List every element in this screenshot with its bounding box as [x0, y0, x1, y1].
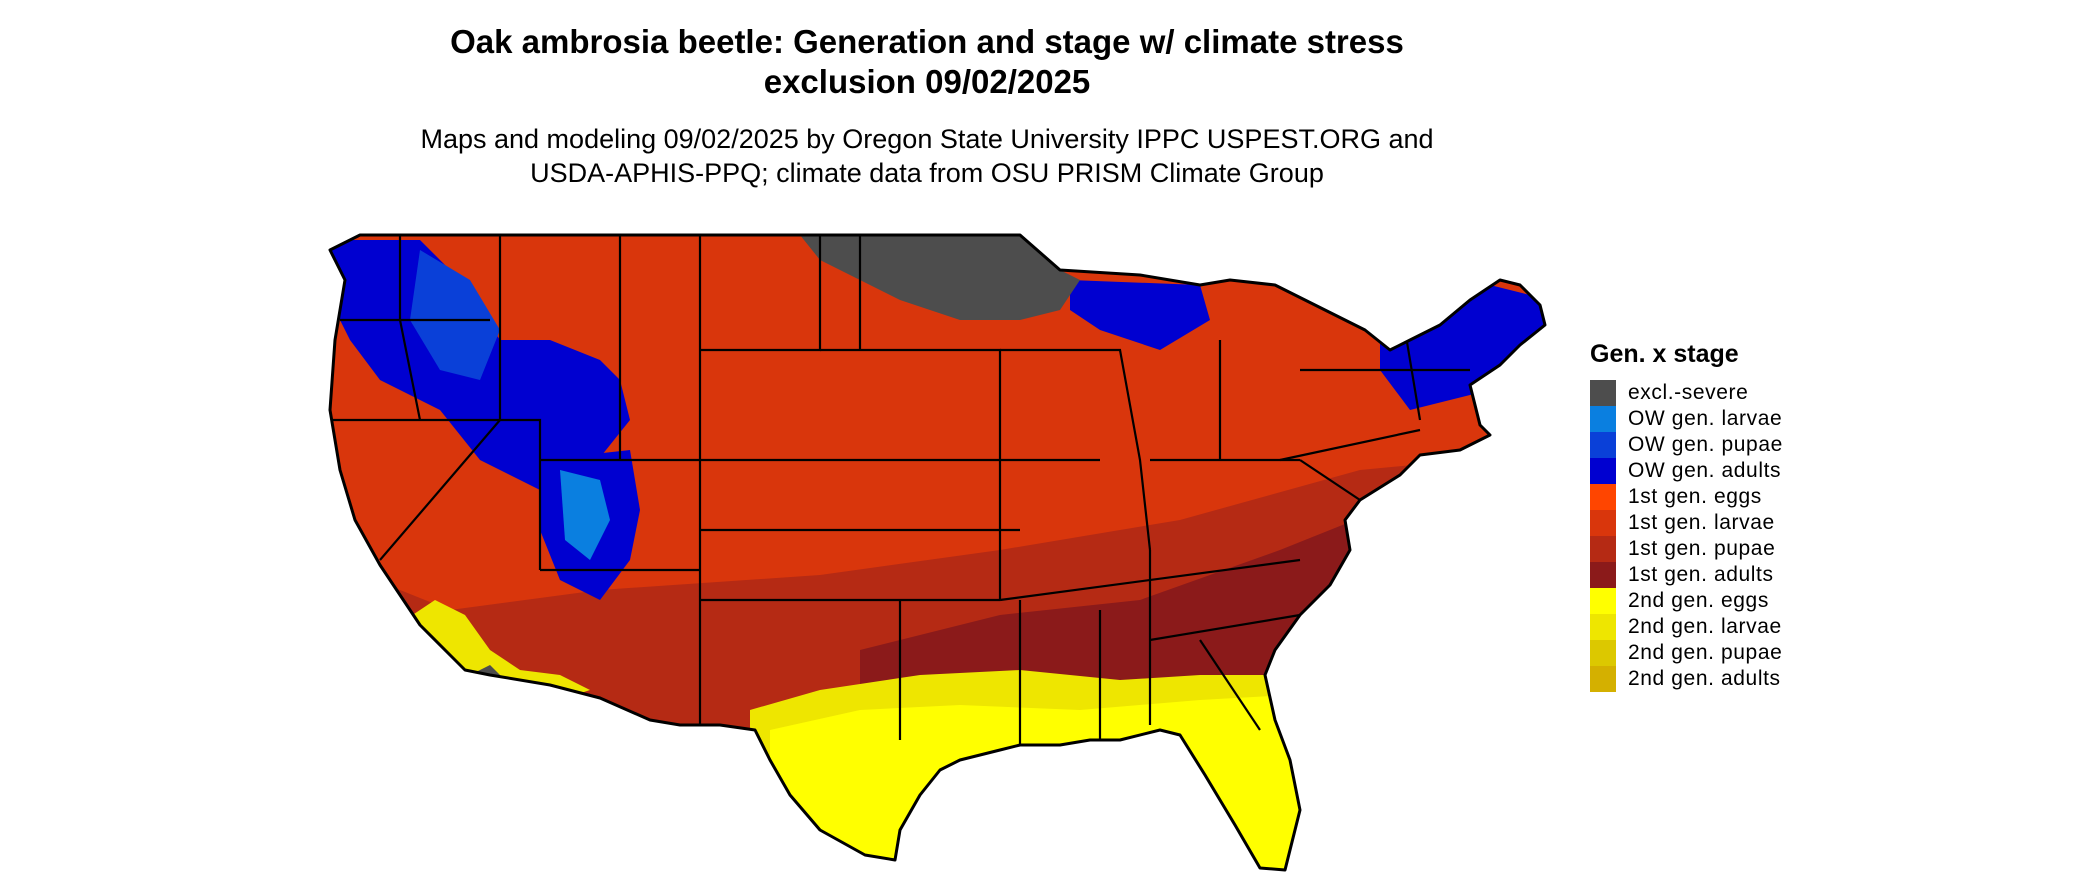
legend-swatch [1590, 588, 1616, 614]
subtitle-line-2: USDA-APHIS-PPQ; climate data from OSU PR… [530, 158, 1324, 188]
legend-swatch [1590, 510, 1616, 536]
us-outline [328, 233, 1547, 872]
zone-ow-adults-great-lakes [1070, 280, 1210, 350]
legend-label: 2nd gen. larvae [1628, 615, 1782, 638]
legend-swatch [1590, 380, 1616, 406]
legend-item: excl.-severe [1590, 380, 1783, 406]
legend-swatch [1590, 484, 1616, 510]
legend-swatch [1590, 406, 1616, 432]
legend-item: OW gen. pupae [1590, 432, 1783, 458]
legend-swatch [1590, 432, 1616, 458]
legend-label: 1st gen. pupae [1628, 537, 1776, 560]
zone-2nd-gen-eggs [770, 695, 1310, 870]
legend-swatch [1590, 666, 1616, 692]
legend-label: 2nd gen. pupae [1628, 641, 1783, 664]
legend-label: 2nd gen. eggs [1628, 589, 1769, 612]
zone-excl-severe-north [800, 235, 1080, 320]
legend-item: 2nd gen. larvae [1590, 614, 1783, 640]
zone-ow-larvae-rockies [560, 470, 610, 560]
us-map [328, 233, 1547, 872]
map-subtitle: Maps and modeling 09/02/2025 by Oregon S… [0, 122, 1854, 190]
legend-label: 1st gen. larvae [1628, 511, 1775, 534]
legend-label: OW gen. larvae [1628, 407, 1783, 430]
legend-item: 1st gen. eggs [1590, 484, 1783, 510]
legend-item: 1st gen. pupae [1590, 536, 1783, 562]
legend-item: 2nd gen. pupae [1590, 640, 1783, 666]
zone-ow-pupae-rockies [410, 250, 500, 380]
legend-item: 2nd gen. adults [1590, 666, 1783, 692]
title-line-1: Oak ambrosia beetle: Generation and stag… [450, 23, 1404, 60]
legend-swatch [1590, 458, 1616, 484]
legend-title: Gen. x stage [1590, 340, 1739, 368]
title-line-2: exclusion 09/02/2025 [763, 63, 1091, 100]
legend-label: 1st gen. eggs [1628, 485, 1762, 508]
legend-label: 1st gen. adults [1628, 563, 1774, 586]
legend-swatch [1590, 614, 1616, 640]
legend-label: OW gen. adults [1628, 459, 1782, 482]
legend-swatch [1590, 536, 1616, 562]
map-title: Oak ambrosia beetle: Generation and stag… [0, 22, 1854, 102]
legend-label: excl.-severe [1628, 381, 1749, 404]
legend-label: 2nd gen. adults [1628, 667, 1781, 690]
legend-item: OW gen. adults [1590, 458, 1783, 484]
state-boundaries [330, 235, 1470, 750]
zone-ow-adults-northeast [1380, 280, 1545, 410]
subtitle-line-1: Maps and modeling 09/02/2025 by Oregon S… [420, 124, 1434, 154]
legend-swatch [1590, 640, 1616, 666]
legend-swatch [1590, 562, 1616, 588]
legend-label: OW gen. pupae [1628, 433, 1783, 456]
legend-item: 2nd gen. eggs [1590, 588, 1783, 614]
legend-item: 1st gen. larvae [1590, 510, 1783, 536]
map-legend: Gen. x stage excl.-severe OW gen. larvae O… [1590, 340, 1783, 692]
legend-item: 1st gen. adults [1590, 562, 1783, 588]
legend-item: OW gen. larvae [1590, 406, 1783, 432]
legend-items: excl.-severe OW gen. larvae OW gen. pupae O… [1590, 380, 1783, 692]
